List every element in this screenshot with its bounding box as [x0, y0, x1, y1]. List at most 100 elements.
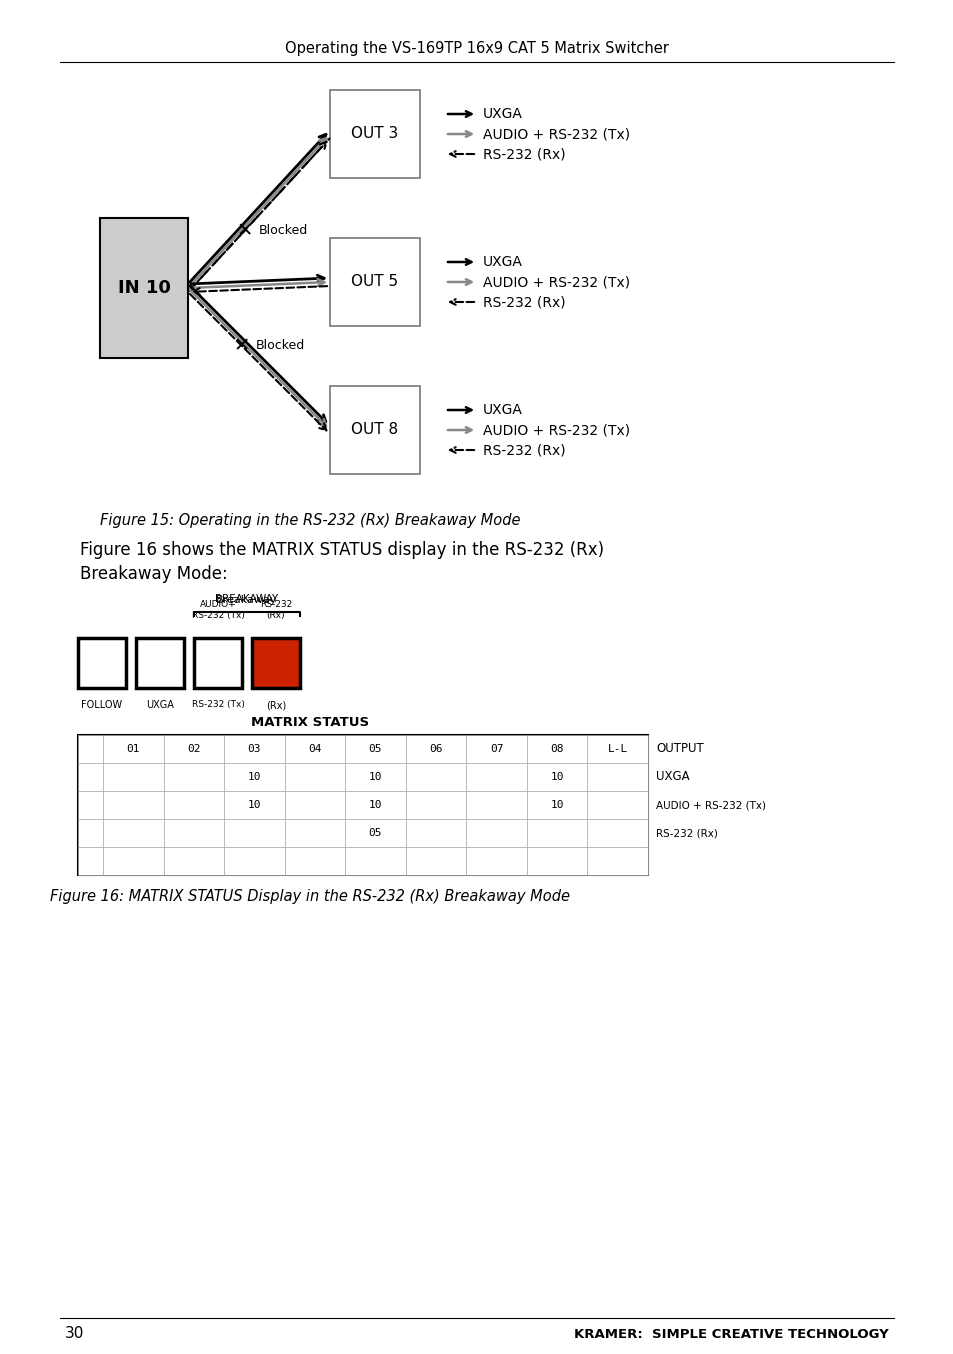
Bar: [330, 386, 419, 474]
Text: Operating the VS-169TP 16x9 CAT 5 Matrix Switcher: Operating the VS-169TP 16x9 CAT 5 Matrix…: [285, 41, 668, 56]
Bar: [103, 819, 163, 848]
Bar: [224, 735, 284, 764]
Text: L-L: L-L: [607, 743, 627, 754]
Text: MATRIX STATUS: MATRIX STATUS: [251, 715, 369, 728]
Bar: [330, 238, 419, 326]
Text: RS-232 (Tx): RS-232 (Tx): [192, 700, 244, 709]
Bar: [405, 819, 466, 848]
Bar: [163, 764, 224, 791]
Text: UXGA: UXGA: [482, 255, 522, 269]
Bar: [78, 764, 103, 791]
Text: 10: 10: [248, 800, 261, 810]
Text: BREAKAWAY: BREAKAWAY: [215, 594, 278, 604]
Text: 08: 08: [550, 743, 563, 754]
Bar: [466, 791, 526, 819]
Bar: [100, 218, 188, 357]
Bar: [284, 764, 345, 791]
Bar: [193, 638, 242, 688]
Text: Breakaway Mode:: Breakaway Mode:: [80, 565, 228, 584]
Text: Figure 16 shows the MATRIX STATUS display in the RS-232 (Rx): Figure 16 shows the MATRIX STATUS displa…: [80, 542, 603, 559]
Bar: [103, 791, 163, 819]
Bar: [224, 819, 284, 848]
Bar: [466, 735, 526, 764]
Bar: [284, 848, 345, 875]
Bar: [345, 791, 405, 819]
Text: UXGA: UXGA: [482, 403, 522, 417]
Text: AUDIO + RS-232 (Tx): AUDIO + RS-232 (Tx): [656, 800, 765, 810]
Bar: [224, 791, 284, 819]
Text: Figure 15: Operating in the RS-232 (Rx) Breakaway Mode: Figure 15: Operating in the RS-232 (Rx) …: [100, 513, 519, 528]
Bar: [103, 848, 163, 875]
Text: RS-232
(Rx): RS-232 (Rx): [259, 600, 292, 620]
Bar: [466, 764, 526, 791]
Bar: [345, 819, 405, 848]
Bar: [284, 791, 345, 819]
Bar: [224, 848, 284, 875]
Bar: [78, 819, 103, 848]
Bar: [526, 735, 587, 764]
Bar: [224, 764, 284, 791]
Bar: [103, 764, 163, 791]
Text: UXGA: UXGA: [482, 107, 522, 121]
Bar: [78, 735, 103, 764]
Bar: [284, 819, 345, 848]
Text: Blocked: Blocked: [258, 223, 308, 237]
Bar: [466, 848, 526, 875]
Bar: [284, 735, 345, 764]
Text: KRAMER:  SIMPLE CREATIVE TECHNOLOGY: KRAMER: SIMPLE CREATIVE TECHNOLOGY: [574, 1327, 888, 1340]
Text: 10: 10: [248, 772, 261, 783]
Text: 04: 04: [308, 743, 321, 754]
Text: AUDIO + RS-232 (Tx): AUDIO + RS-232 (Tx): [482, 275, 630, 288]
Text: Blocked: Blocked: [255, 340, 305, 352]
Text: 10: 10: [550, 800, 563, 810]
Bar: [78, 638, 126, 688]
Text: 10: 10: [369, 800, 382, 810]
Bar: [163, 848, 224, 875]
Bar: [587, 848, 647, 875]
Text: Figure 16: MATRIX STATUS Display in the RS-232 (Rx) Breakaway Mode: Figure 16: MATRIX STATUS Display in the …: [50, 890, 569, 904]
Text: UXGA: UXGA: [656, 770, 689, 784]
Bar: [78, 791, 103, 819]
Text: 10: 10: [550, 772, 563, 783]
Text: 10: 10: [369, 772, 382, 783]
Bar: [163, 791, 224, 819]
Text: 06: 06: [429, 743, 442, 754]
Bar: [405, 764, 466, 791]
Text: OUT 3: OUT 3: [351, 126, 398, 142]
Bar: [78, 848, 103, 875]
Text: Breakaway: Breakaway: [216, 594, 277, 605]
Text: RS-232 (Rx): RS-232 (Rx): [656, 829, 717, 838]
Text: OUT 5: OUT 5: [351, 275, 398, 290]
Text: 02: 02: [187, 743, 200, 754]
Bar: [345, 735, 405, 764]
Text: 03: 03: [248, 743, 261, 754]
Bar: [78, 735, 647, 875]
Bar: [405, 735, 466, 764]
Bar: [466, 819, 526, 848]
Text: FOLLOW: FOLLOW: [81, 700, 122, 709]
Bar: [587, 791, 647, 819]
Text: RS-232 (Rx): RS-232 (Rx): [482, 443, 565, 458]
Bar: [345, 764, 405, 791]
Text: AUDIO + RS-232 (Tx): AUDIO + RS-232 (Tx): [482, 422, 630, 437]
Text: RS-232 (Rx): RS-232 (Rx): [482, 148, 565, 161]
Bar: [345, 848, 405, 875]
Text: 07: 07: [489, 743, 503, 754]
Text: OUT 8: OUT 8: [351, 422, 398, 437]
Text: (Rx): (Rx): [266, 700, 286, 709]
Bar: [136, 638, 184, 688]
Text: ✕: ✕: [233, 336, 250, 356]
Bar: [526, 819, 587, 848]
Bar: [163, 735, 224, 764]
Bar: [526, 764, 587, 791]
Bar: [405, 791, 466, 819]
Bar: [587, 819, 647, 848]
Text: 30: 30: [65, 1327, 84, 1342]
Text: 01: 01: [127, 743, 140, 754]
Text: AUDIO + RS-232 (Tx): AUDIO + RS-232 (Tx): [482, 127, 630, 141]
Text: 05: 05: [369, 743, 382, 754]
Bar: [163, 819, 224, 848]
Bar: [587, 735, 647, 764]
Text: RS-232 (Rx): RS-232 (Rx): [482, 295, 565, 309]
Bar: [405, 848, 466, 875]
